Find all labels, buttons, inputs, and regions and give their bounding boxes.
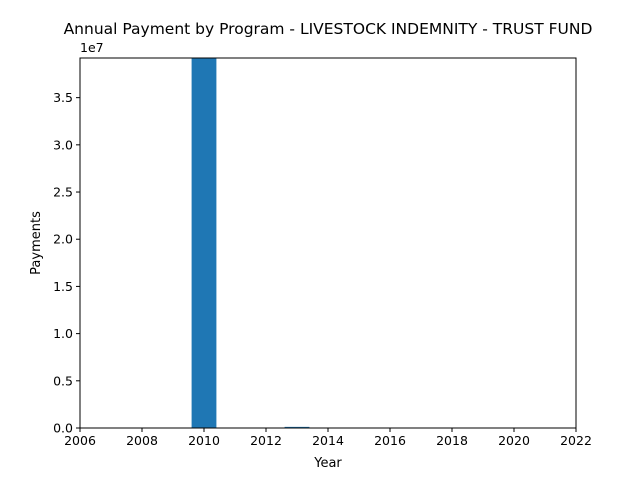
y-tick-label: 1.5: [53, 279, 73, 294]
bar-2013: [284, 426, 310, 428]
y-offset-text: 1e7: [80, 40, 104, 55]
bar-2010: [191, 58, 217, 428]
x-tick-label: 2010: [188, 433, 220, 448]
x-tick-label: 2006: [64, 433, 96, 448]
x-tick-label: 2014: [312, 433, 344, 448]
y-tick-label: 3.0: [53, 137, 73, 152]
y-tick-label: 0.5: [53, 373, 73, 388]
x-tick-label: 2022: [560, 433, 592, 448]
x-ticks-group: 2006 2008 2010 2012 2014 2016 2018 2020 2022: [64, 428, 592, 448]
x-tick-label: 2016: [374, 433, 406, 448]
y-tick-label: 1.0: [53, 326, 73, 341]
x-tick-label: 2018: [436, 433, 468, 448]
y-tick-label: 0.0: [53, 421, 73, 436]
y-tick-label: 3.5: [53, 90, 73, 105]
chart-title: Annual Payment by Program - LIVESTOCK IN…: [64, 20, 593, 38]
y-tick-label: 2.5: [53, 185, 73, 200]
y-ticks-group: 0.0 0.5 1.0 1.5 2.0 2.5 3.0 3.5: [53, 90, 80, 436]
x-tick-label: 2012: [250, 433, 282, 448]
x-axis-label: Year: [313, 456, 342, 471]
y-axis-label: Payments: [29, 211, 44, 275]
x-tick-label: 2008: [126, 433, 158, 448]
y-tick-label: 2.0: [53, 232, 73, 247]
x-tick-label: 2020: [498, 433, 530, 448]
bars-group: [191, 58, 310, 428]
plot-frame: [79, 57, 577, 429]
